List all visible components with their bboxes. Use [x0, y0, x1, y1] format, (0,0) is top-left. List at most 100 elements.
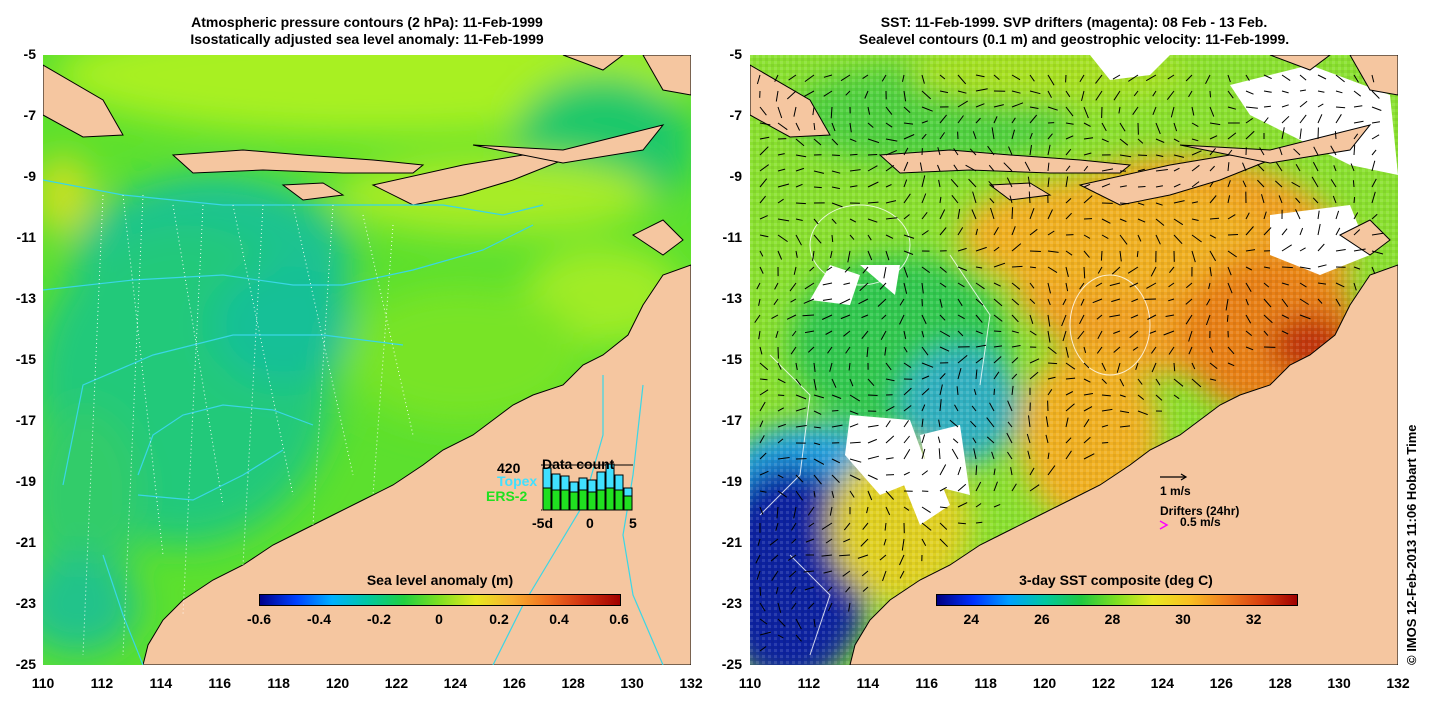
velocity-arrow [1092, 298, 1103, 304]
velocity-arrow [839, 298, 851, 305]
velocity-arrow [919, 162, 923, 172]
velocity-arrow [899, 314, 905, 325]
velocity-arrow [975, 314, 983, 323]
velocity-arrow [1083, 122, 1091, 127]
velocity-arrow [1299, 298, 1309, 305]
velocity-arrow [1047, 376, 1056, 380]
velocity-arrow [1295, 209, 1301, 220]
velocity-arrow [821, 522, 833, 530]
velocity-arrow [885, 378, 895, 382]
velocity-arrow [1047, 389, 1053, 396]
velocity-arrow [1101, 168, 1114, 172]
velocity-arrow [881, 74, 887, 82]
velocity-arrow [975, 228, 978, 236]
velocity-arrow [1155, 122, 1161, 135]
velocity-arrow [990, 207, 995, 220]
velocity-arrow [938, 448, 941, 460]
velocity-arrow [939, 114, 947, 124]
velocity-arrow [939, 399, 942, 412]
velocity-arrow [849, 458, 862, 463]
right-ytick-0: -5 [729, 46, 742, 62]
velocity-arrow [825, 330, 833, 335]
velocity-arrow [1227, 282, 1233, 294]
velocity-arrow [831, 490, 835, 499]
velocity-arrow [1137, 154, 1148, 156]
velocity-arrow [1312, 197, 1319, 204]
velocity-arrow [809, 266, 815, 272]
velocity-arrow [813, 378, 817, 391]
velocity-arrow [881, 314, 887, 320]
velocity-arrow [795, 474, 804, 483]
velocity-arrow [1129, 330, 1139, 339]
velocity-arrow [1132, 106, 1139, 115]
velocity-arrow [831, 138, 839, 146]
velocity-arrow [866, 506, 869, 514]
velocity-arrow [1245, 282, 1252, 293]
velocity-arrow [921, 314, 927, 325]
velocity-arrow [1191, 138, 1199, 142]
velocity-arrow [759, 618, 768, 625]
velocity-arrow [1209, 135, 1218, 140]
velocity-arrow [777, 378, 786, 384]
velocity-arrow [993, 104, 1004, 108]
velocity-arrow [849, 138, 857, 143]
hist-topex-bar [578, 477, 588, 491]
velocity-arrow [1065, 198, 1072, 204]
velocity-arrow [1065, 106, 1074, 117]
velocity-arrow [805, 538, 815, 543]
velocity-arrow [1047, 90, 1052, 98]
velocity-arrow [861, 314, 869, 319]
velocity-arrow [862, 522, 869, 530]
hist-ers-bar [614, 489, 624, 511]
velocity-arrow [1011, 90, 1021, 94]
velocity-arrow [1137, 202, 1145, 206]
velocity-arrow [839, 554, 851, 557]
velocity-arrow [1245, 298, 1249, 306]
velocity-arrow [1209, 195, 1217, 204]
velocity-arrow [939, 486, 947, 492]
drifters-label: Drifters (24hr) [1160, 504, 1240, 518]
velocity-arrow [823, 90, 833, 97]
velocity-arrow [1209, 234, 1217, 239]
velocity-arrow [867, 424, 879, 428]
velocity-arrow [991, 127, 995, 140]
velocity-arrow [1119, 250, 1122, 262]
velocity-arrow [921, 404, 926, 412]
velocity-arrow [1209, 106, 1215, 117]
velocity-arrow [1029, 106, 1039, 109]
velocity-arrow [795, 122, 801, 131]
velocity-arrow [775, 522, 779, 531]
velocity-arrow [1317, 210, 1320, 220]
velocity-arrow [795, 202, 806, 205]
velocity-arrow [975, 521, 983, 524]
velocity-arrow [921, 230, 929, 236]
left-xtick-6: 122 [384, 675, 409, 691]
velocity-arrow [807, 506, 815, 516]
velocity-arrow [759, 362, 769, 371]
velocity-arrow [777, 394, 785, 396]
velocity-arrow [957, 330, 964, 337]
velocity-arrow [1083, 362, 1090, 369]
velocity-arrow [903, 90, 907, 102]
velocity-arrow [937, 164, 941, 172]
velocity-arrow [921, 133, 927, 140]
velocity-arrow [867, 181, 879, 188]
velocity-arrow [1263, 314, 1273, 324]
velocity-arrow [759, 586, 762, 596]
velocity-arrow [867, 474, 878, 480]
velocity-arrow [1132, 346, 1139, 351]
right-ytick-4: -13 [721, 290, 742, 306]
velocity-arrow [1206, 298, 1211, 306]
velocity-arrow [813, 410, 822, 415]
velocity-arrow [1029, 371, 1039, 380]
velocity-arrow [957, 298, 963, 307]
velocity-arrow [1353, 266, 1361, 270]
velocity-arrow [1209, 181, 1214, 188]
velocity-arrow [975, 481, 982, 492]
velocity-arrow [880, 330, 887, 340]
sea-level-map-svg [43, 55, 691, 665]
velocity-arrow [1101, 408, 1113, 412]
velocity-arrow [849, 153, 858, 156]
velocity-arrow [1155, 185, 1163, 188]
right-xtick-8: 126 [1209, 675, 1233, 691]
